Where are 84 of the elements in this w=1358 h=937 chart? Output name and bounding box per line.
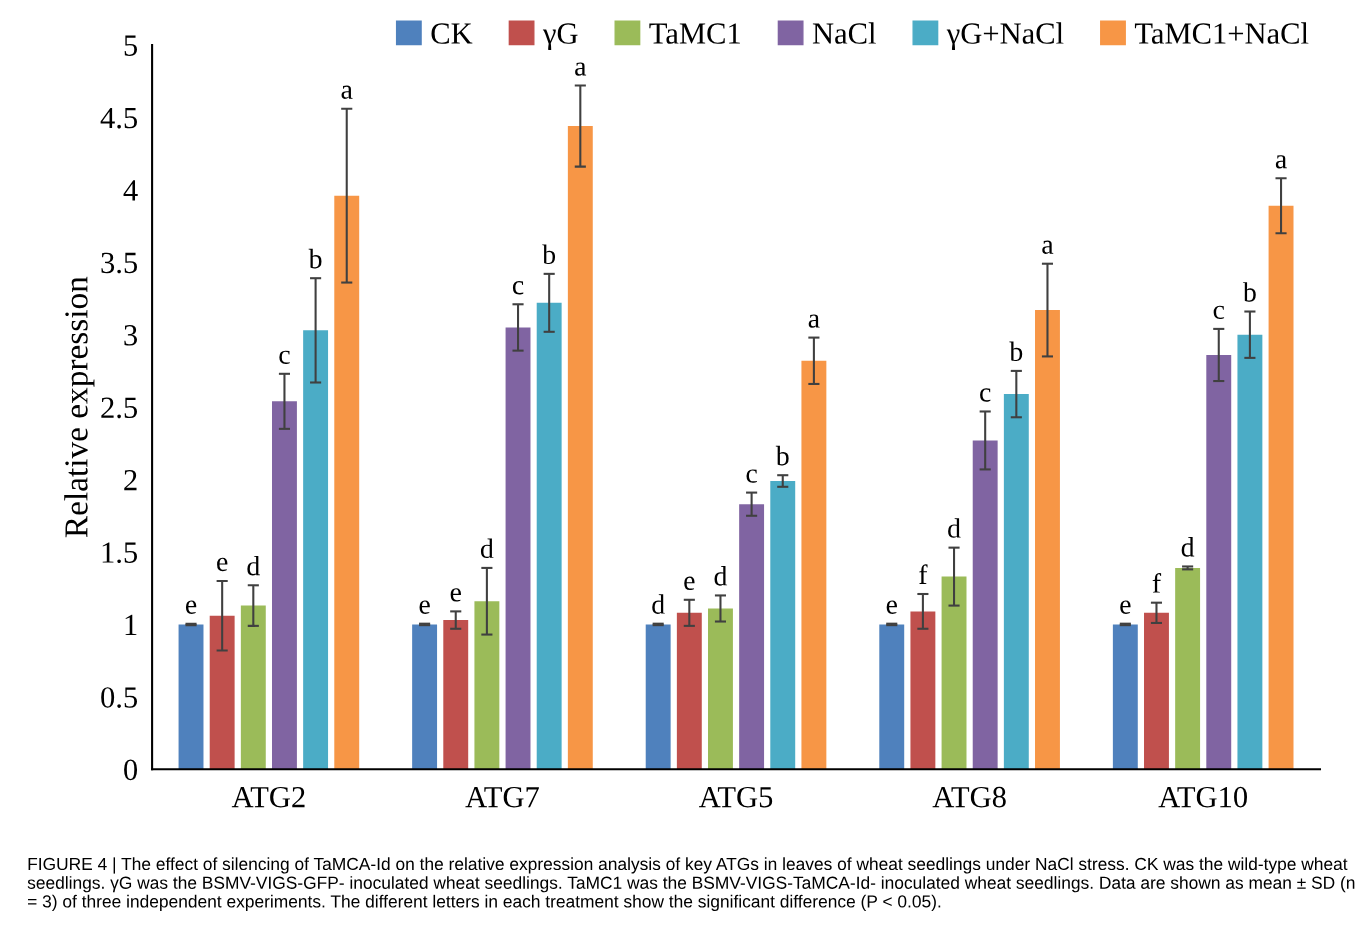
annotation: f xyxy=(919,564,928,584)
bar xyxy=(209,615,235,770)
legend-label: TaMC1 xyxy=(649,23,740,44)
bar xyxy=(303,330,329,770)
y-tick-label: 0 xyxy=(124,759,138,781)
y-axis-title: Relative expression xyxy=(64,276,95,538)
bar xyxy=(443,620,469,770)
bar xyxy=(272,401,297,770)
bar xyxy=(708,608,733,770)
annotation: e xyxy=(217,557,228,572)
y-tick-label: 1.5 xyxy=(102,542,138,564)
y-tick-label: 3.5 xyxy=(101,252,138,274)
annotation: c xyxy=(1213,305,1225,320)
bar xyxy=(334,195,360,770)
annotation: e xyxy=(1120,600,1131,614)
bar xyxy=(240,605,266,770)
y-tick-label: 4.5 xyxy=(100,107,138,129)
y-tick-label: 1 xyxy=(125,614,137,636)
bar xyxy=(1268,205,1294,770)
x-tick-label: ATG10 xyxy=(1158,786,1247,808)
bar xyxy=(567,126,593,770)
bar xyxy=(474,601,500,770)
annotation: c xyxy=(512,281,524,295)
bar xyxy=(1035,310,1060,770)
annotation: e xyxy=(450,588,461,602)
x-tick-label: ATG2 xyxy=(231,786,305,808)
annotation: b xyxy=(308,248,322,269)
legend-label: NaCl xyxy=(812,22,876,44)
annotation: b xyxy=(775,445,789,466)
x-tick-label: ATG5 xyxy=(699,786,773,808)
annotation: e xyxy=(185,600,197,614)
legend-label: γG xyxy=(542,23,578,51)
annotation: c xyxy=(279,350,290,364)
bar xyxy=(941,576,967,770)
bar xyxy=(1206,354,1232,770)
y-tick-label: 3 xyxy=(124,325,138,346)
annotation: b xyxy=(542,244,556,265)
y-tick-label: 5 xyxy=(124,35,138,56)
bar xyxy=(972,440,998,770)
annotation: d xyxy=(948,518,961,538)
bar xyxy=(645,624,671,770)
bar xyxy=(1237,334,1263,770)
bar xyxy=(412,624,438,770)
bar xyxy=(178,624,204,770)
annotation: c xyxy=(980,388,991,402)
bar xyxy=(676,612,702,770)
y-tick-label: 4 xyxy=(123,180,138,201)
y-tick-label: 2.5 xyxy=(101,397,138,419)
annotation: d xyxy=(714,566,728,586)
bar xyxy=(536,302,562,770)
annotation: a xyxy=(1042,240,1054,254)
annotation: d xyxy=(247,555,260,576)
annotation: a xyxy=(808,314,820,328)
annotation: d xyxy=(480,538,494,559)
x-tick-label: ATG7 xyxy=(465,786,539,808)
bar xyxy=(1144,612,1169,770)
annotation: a xyxy=(575,62,587,76)
x-tick-label: ATG8 xyxy=(932,786,1006,808)
annotation: a xyxy=(1275,155,1287,169)
y-tick-label: 0.5 xyxy=(101,687,138,708)
annotation: d xyxy=(1181,537,1195,557)
annotation: e xyxy=(419,600,430,614)
annotation: b xyxy=(1242,282,1256,302)
bar xyxy=(770,481,796,770)
annotation: e xyxy=(684,576,695,590)
bar xyxy=(801,360,827,770)
bar xyxy=(739,504,765,770)
legend-label: γG+NaCl xyxy=(946,22,1064,51)
bar xyxy=(1175,567,1201,770)
bar xyxy=(910,611,936,770)
annotation: f xyxy=(1152,573,1162,593)
annotation: e xyxy=(886,600,897,614)
annotation: c xyxy=(746,469,757,483)
y-tick-label: 2 xyxy=(124,469,137,491)
bar xyxy=(879,624,905,770)
legend-label: TaMC1+NaCl xyxy=(1134,22,1309,44)
bar xyxy=(1003,394,1029,770)
annotation: a xyxy=(341,85,353,99)
annotation: d xyxy=(652,594,665,614)
bar xyxy=(505,327,531,770)
annotation: b xyxy=(1009,341,1023,362)
caption: FIGURE 4 | The effect of silencing of TaMCA-Id on the relative expression analysis of key ATGs in leaves of wheat seedlings under NaCl stress. CK was the wild-type wheat seedlings. γG was the BSMV-VIGS-GFP- inoculated wheat seedlings. TaMC1 was the BSMV-VIGS-TaMCA-Id- inoculated wheat seedlings. Data are shown as mean ± SD (n = 3) of three independent experiments. The different letters in each treatment show the significant difference (P < 0.05). xyxy=(27,857,1355,912)
legend-label: CK xyxy=(431,23,473,44)
bar xyxy=(1112,624,1138,770)
